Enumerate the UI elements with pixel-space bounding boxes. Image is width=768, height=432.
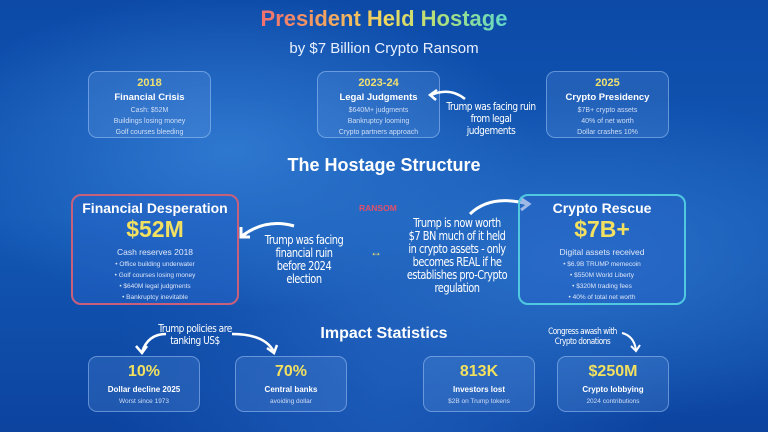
timeline-line: $640M+ judgments bbox=[348, 107, 409, 114]
annotation-congress: Congress awash with Crypto donations bbox=[548, 327, 617, 347]
card-bullet: • Bankruptcy inevitable bbox=[122, 294, 188, 301]
timeline-card-2023-24: 2023-24 Legal Judgments $640M+ judgments… bbox=[317, 71, 440, 138]
stat-label: Investors lost bbox=[452, 385, 505, 394]
card-value: $7B+ bbox=[574, 216, 630, 242]
ransom-label: RANSOM bbox=[359, 203, 397, 213]
crypto-rescue-card: Crypto Rescue $7B+ Digital assets receiv… bbox=[518, 194, 686, 305]
stat-card-crypto-lobbying: $250M Crypto lobbying 2024 contributions bbox=[557, 356, 669, 412]
curved-arrow-icon bbox=[621, 332, 641, 353]
annotation-financial: Trump was facing financial ruin before 2… bbox=[264, 233, 344, 286]
timeline-year: 2023-24 bbox=[358, 77, 399, 89]
timeline-line: Golf courses bleeding bbox=[115, 129, 184, 136]
card-subtitle: Cash reserves 2018 bbox=[116, 247, 194, 257]
stat-label: Central banks bbox=[264, 385, 318, 394]
curved-arrow-icon bbox=[231, 332, 279, 355]
section-title-impact: Impact Statistics bbox=[320, 325, 448, 342]
timeline-line: Dollar crashes 10% bbox=[577, 129, 638, 136]
timeline-card-2018: 2018 Financial Crisis Cash: $52M Buildin… bbox=[88, 71, 211, 138]
stat-value: $250M bbox=[588, 363, 638, 380]
timeline-card-2025: 2025 Crypto Presidency $7B+ crypto asset… bbox=[546, 71, 669, 138]
card-bullet: • $320M trading fees bbox=[572, 283, 632, 290]
timeline-line: Cash: $52M bbox=[130, 107, 169, 114]
stat-card-dollar-decline: 10% Dollar decline 2025 Worst since 1973 bbox=[88, 356, 200, 412]
stat-value: 70% bbox=[274, 363, 308, 380]
card-bullet: • Office building underwater bbox=[115, 261, 195, 268]
timeline-line: 40% of net worth bbox=[581, 118, 634, 125]
timeline-line: Bankruptcy looming bbox=[347, 118, 410, 125]
timeline-year: 2025 bbox=[595, 77, 620, 89]
stat-sub: 2024 contributions bbox=[586, 398, 640, 405]
curved-arrow-icon bbox=[427, 88, 466, 101]
annotation-legal: Trump was facing ruin from legal judgeme… bbox=[446, 100, 536, 137]
section-title-structure: The Hostage Structure bbox=[287, 155, 481, 175]
card-bullet: • 40% of total net worth bbox=[568, 294, 636, 301]
card-bullet: • Golf courses losing money bbox=[114, 272, 196, 279]
annotation-policies: Trump policies are tanking US$ bbox=[158, 322, 232, 347]
card-bullet: • $640M legal judgments bbox=[119, 283, 191, 290]
card-value: $52M bbox=[126, 216, 184, 242]
stat-sub: avoiding dollar bbox=[270, 398, 312, 405]
timeline-year: 2018 bbox=[137, 77, 162, 89]
card-title: Financial Desperation bbox=[82, 200, 228, 216]
stat-card-investors-lost: 813K Investors lost $2B on Trump tokens bbox=[423, 356, 535, 412]
timeline-line: Crypto partners approach bbox=[338, 129, 419, 136]
timeline-heading: Legal Judgments bbox=[339, 92, 418, 103]
card-bullet: • $6.9B TRUMP memecoin bbox=[563, 261, 641, 268]
timeline-line: Buildings losing money bbox=[113, 118, 186, 125]
stat-sub: Worst since 1973 bbox=[118, 398, 170, 405]
timeline-heading: Financial Crisis bbox=[114, 92, 185, 103]
page-title: President Held Hostage bbox=[260, 6, 508, 31]
timeline-heading: Crypto Presidency bbox=[565, 92, 650, 103]
card-subtitle: Digital assets received bbox=[559, 247, 645, 257]
curved-arrow-icon bbox=[239, 222, 295, 239]
stat-label: Crypto lobbying bbox=[582, 385, 644, 394]
card-bullet: • $550M World Liberty bbox=[570, 272, 634, 279]
financial-desperation-card: Financial Desperation $52M Cash reserves… bbox=[71, 194, 239, 305]
timeline-line: $7B+ crypto assets bbox=[577, 107, 638, 114]
page-subtitle: by $7 Billion Crypto Ransom bbox=[289, 40, 479, 57]
card-title: Crypto Rescue bbox=[552, 200, 652, 216]
stat-value: 10% bbox=[127, 363, 161, 380]
stat-sub: $2B on Trump tokens bbox=[448, 398, 510, 405]
stat-label: Dollar decline 2025 bbox=[107, 385, 181, 394]
stat-card-central-banks: 70% Central banks avoiding dollar bbox=[235, 356, 347, 412]
curved-arrow-icon bbox=[135, 332, 167, 356]
annotation-crypto: Trump is now worth $7 BN much of it held… bbox=[406, 216, 508, 295]
stat-value: 813K bbox=[459, 363, 499, 380]
exchange-arrow-icon: ↔ bbox=[370, 245, 382, 259]
